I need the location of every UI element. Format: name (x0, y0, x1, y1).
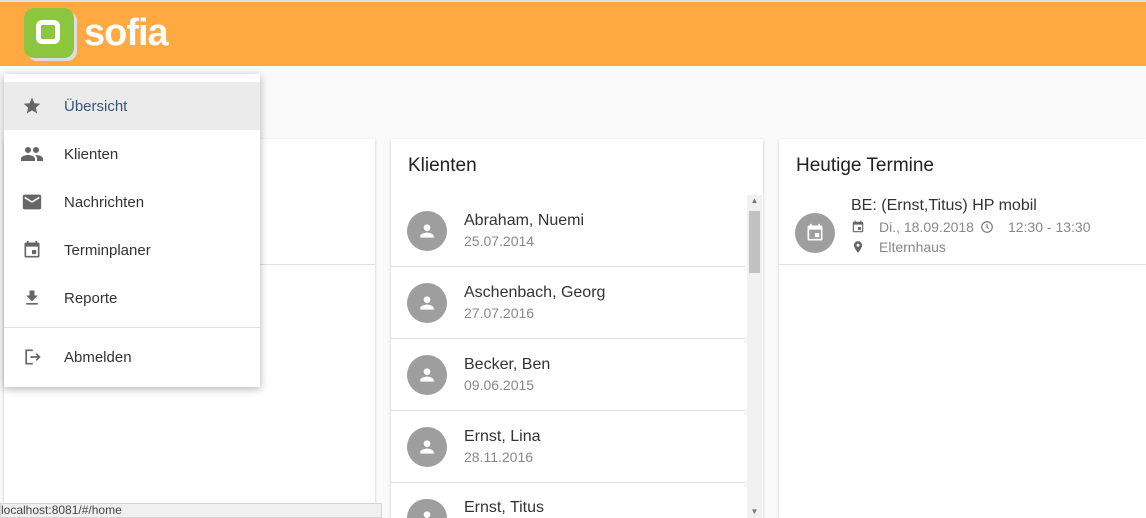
menu-item-uebersicht[interactable]: Übersicht (4, 82, 260, 130)
calendar-icon (852, 220, 864, 233)
location-pin-icon (853, 241, 863, 253)
browser-status-bar: localhost:8081/#/home (0, 503, 382, 518)
client-row[interactable]: Ernst, Titus (391, 483, 746, 518)
menu-item-terminplaner[interactable]: Terminplaner (4, 226, 260, 274)
client-date: 09.06.2015 (464, 377, 535, 393)
clock-icon (981, 221, 993, 233)
menu-label: Nachrichten (64, 193, 145, 211)
sofia-logo[interactable]: sofia (24, 8, 169, 58)
menu-label: Übersicht (64, 97, 128, 115)
scroll-up-icon[interactable]: ▲ (750, 196, 759, 205)
menu-label: Reporte (64, 289, 118, 307)
appointment-title: BE: (Ernst,Titus) HP mobil (851, 197, 1037, 214)
scroll-down-icon[interactable]: ▼ (750, 507, 759, 516)
menu-label: Klienten (64, 145, 119, 163)
appointment-location: Elternhaus (879, 239, 946, 255)
person-icon (407, 499, 447, 518)
appointment-item[interactable]: BE: (Ernst,Titus) HP mobil Di., 18.09.20… (779, 195, 1146, 265)
calendar-icon (20, 238, 44, 262)
appointments-title: Heutige Termine (796, 155, 935, 176)
nav-menu: Übersicht Klienten Nachrichten Terminpla… (4, 74, 260, 387)
client-date: 27.07.2016 (464, 305, 535, 321)
person-icon (407, 354, 447, 395)
client-date: 28.11.2016 (464, 449, 534, 465)
client-name: Ernst, Lina (464, 428, 541, 445)
client-row[interactable]: Ernst, Lina 28.11.2016 (391, 411, 746, 483)
menu-item-abmelden[interactable]: Abmelden (4, 333, 260, 381)
appointment-date: Di., 18.09.2018 (879, 219, 974, 235)
app-header: sofia (0, 0, 1146, 66)
star-icon (20, 94, 44, 118)
person-icon (407, 210, 447, 251)
client-row[interactable]: Abraham, Nuemi 25.07.2014 (391, 195, 746, 267)
client-name: Abraham, Nuemi (464, 212, 585, 229)
event-icon (795, 213, 835, 253)
menu-item-reporte[interactable]: Reporte (4, 274, 260, 322)
menu-divider (4, 327, 260, 328)
appointments-card: Heutige Termine BE: (Ernst,Titus) HP mob… (779, 139, 1146, 518)
logo-icon (24, 8, 74, 58)
client-row[interactable]: Becker, Ben 09.06.2015 (391, 339, 746, 411)
clients-title: Klienten (408, 155, 477, 176)
client-name: Becker, Ben (464, 356, 551, 373)
logo-text: sofia (84, 12, 169, 54)
client-date: 25.07.2014 (464, 233, 535, 249)
clients-scrollbar[interactable]: ▲ ▼ (747, 195, 762, 518)
logout-icon (20, 345, 44, 369)
clients-list: Abraham, Nuemi 25.07.2014 Aschenbach, Geo… (391, 195, 746, 518)
client-name: Ernst, Titus (464, 499, 545, 516)
people-icon (20, 142, 44, 166)
client-name: Aschenbach, Georg (464, 284, 606, 301)
menu-label: Terminplaner (64, 241, 151, 259)
download-icon (20, 286, 44, 310)
menu-label: Abmelden (64, 348, 132, 366)
client-row[interactable]: Aschenbach, Georg 27.07.2016 (391, 267, 746, 339)
menu-item-klienten[interactable]: Klienten (4, 130, 260, 178)
person-icon (407, 282, 447, 323)
menu-item-nachrichten[interactable]: Nachrichten (4, 178, 260, 226)
person-icon (407, 426, 447, 467)
mail-icon (20, 190, 44, 214)
clients-card: Klienten Abraham, Nuemi 25.07.2014 Aschen… (391, 139, 763, 518)
appointment-time: 12:30 - 13:30 (1007, 219, 1091, 235)
scroll-thumb[interactable] (749, 211, 760, 273)
